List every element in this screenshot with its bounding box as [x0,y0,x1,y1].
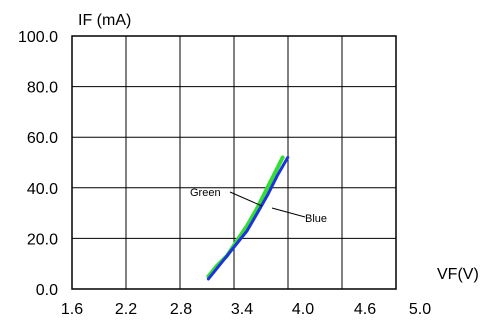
y-axis-title: IF (mA) [78,12,131,29]
series-layer [206,155,290,281]
y-tick-label: 80.0 [27,80,58,97]
series-line-blue [206,155,290,281]
x-tick-label: 4.6 [354,301,376,318]
y-tick-label: 40.0 [27,181,58,198]
plot-border [71,35,397,290]
x-tick-label: 4.0 [292,301,314,318]
y-tick-label: 0.0 [36,282,58,299]
y-tick-label: 20.0 [27,231,58,248]
plot-frame [71,35,397,290]
y-tick-label: 60.0 [27,130,58,147]
tick-labels: 1.6 2.2 2.8 3.4 4.0 4.6 5.0 0.0 20.0 40.0 60.0 80.0… [18,29,431,318]
x-tick-label: 5.0 [409,301,431,318]
x-axis-title: VF(V) [437,266,479,283]
y-tick-label: 100.0 [18,29,58,46]
x-tick-label: 2.2 [115,301,137,318]
leader-line-green [229,191,263,207]
series-line-green [206,155,285,279]
x-tick-label: 2.8 [170,301,192,318]
leader-line-blue [271,207,306,218]
grid [72,36,396,289]
callout-green: Green [190,187,263,207]
series-label-green: Green [190,187,221,199]
series-label-blue: Blue [305,213,327,225]
callout-blue: Blue [271,207,327,225]
x-tick-label: 1.6 [61,301,83,318]
x-tick-label: 3.4 [231,301,253,318]
